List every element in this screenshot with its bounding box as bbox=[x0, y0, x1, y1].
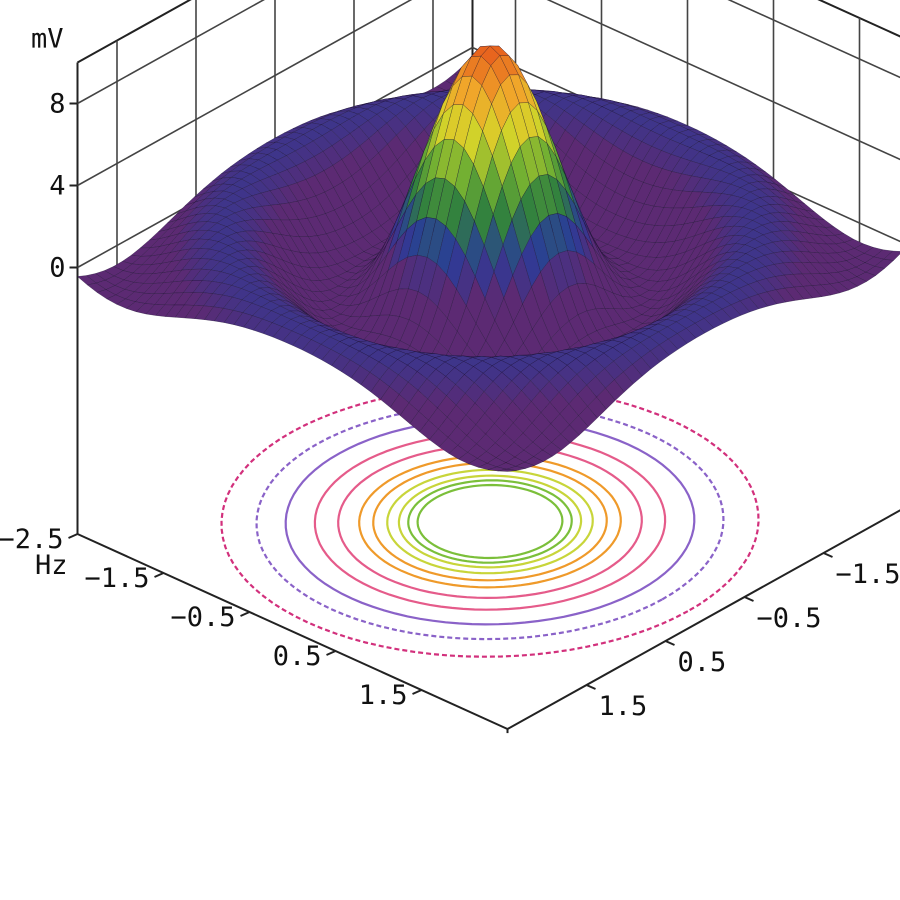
floor-front-right-edge bbox=[507, 509, 900, 730]
contour-ring bbox=[397, 474, 583, 569]
y-tick-label: −0.5 bbox=[757, 603, 822, 634]
contour-ring bbox=[416, 483, 564, 560]
contour-ring bbox=[407, 479, 573, 564]
x-tick-label: −0.5 bbox=[170, 602, 235, 633]
z-tick-label: 8 bbox=[49, 89, 65, 120]
contour-ring bbox=[284, 417, 696, 626]
x-tick-label: −2.5 bbox=[0, 524, 64, 555]
wall-grid-line bbox=[77, 0, 265, 105]
contour-ring bbox=[372, 461, 608, 582]
y-tick-label: −1.5 bbox=[836, 559, 900, 590]
y-tick-mark bbox=[665, 640, 675, 646]
z-axis-label: mV bbox=[31, 24, 64, 55]
contour-ring bbox=[337, 443, 643, 600]
x-tick-mark bbox=[154, 572, 164, 578]
floor-front-left-edge bbox=[77, 533, 508, 730]
x-tick-mark bbox=[240, 611, 250, 617]
z-tick-label: 4 bbox=[49, 171, 65, 202]
x-axis-label: Hz bbox=[35, 550, 68, 581]
x-tick-label: −1.5 bbox=[84, 563, 149, 594]
y-tick-mark bbox=[586, 684, 596, 690]
y-tick-mark bbox=[823, 552, 833, 558]
y-tick-label: 1.5 bbox=[599, 691, 648, 722]
x-tick-mark bbox=[412, 689, 422, 695]
x-tick-label: 0.5 bbox=[273, 641, 322, 672]
wall-grid-line bbox=[727, 0, 900, 79]
x-tick-mark bbox=[68, 533, 78, 539]
surface-patch bbox=[497, 468, 517, 472]
back-left-top-edge bbox=[77, 0, 192, 64]
wall-grid-line bbox=[546, 0, 900, 161]
contour-ring bbox=[358, 454, 622, 589]
contour-ring bbox=[386, 468, 594, 575]
contour-ring bbox=[313, 432, 667, 611]
contour-ring bbox=[220, 385, 760, 658]
wall-grid-line bbox=[77, 0, 413, 187]
x-tick-label: 1.5 bbox=[359, 680, 408, 711]
y-tick-label: 0.5 bbox=[678, 647, 727, 678]
back-right-top-edge bbox=[817, 0, 900, 38]
y-tick-mark bbox=[744, 596, 754, 602]
x-tick-mark bbox=[326, 650, 336, 656]
z-tick-label: 0 bbox=[49, 253, 65, 284]
